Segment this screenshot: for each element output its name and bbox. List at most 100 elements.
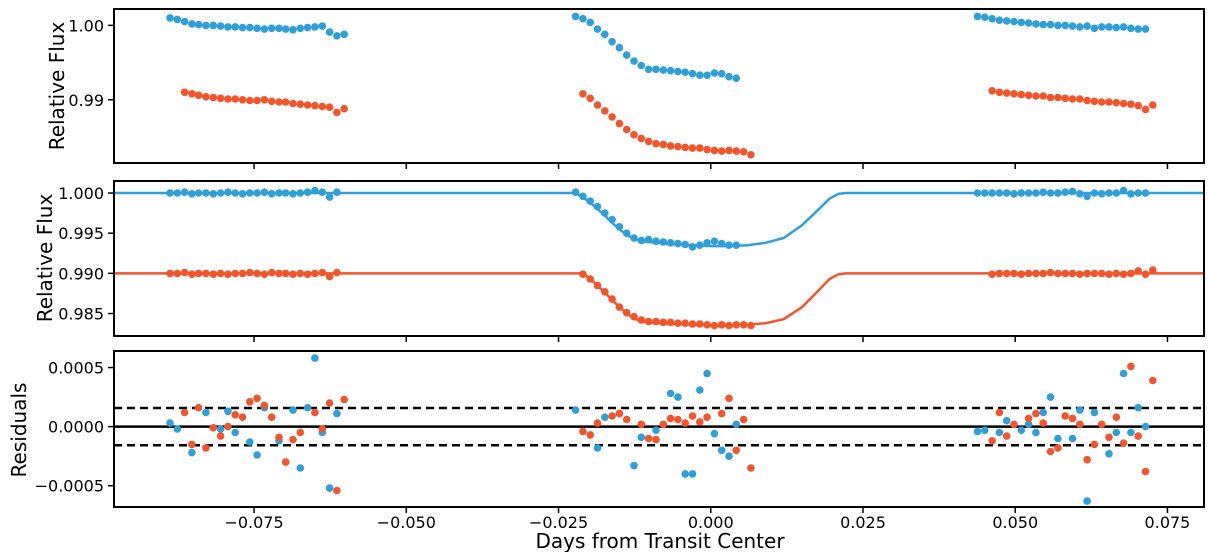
- data-point-blue: [173, 425, 182, 433]
- data-point-red: [615, 303, 624, 311]
- data-point-blue: [1054, 21, 1062, 30]
- data-point-red: [1010, 269, 1018, 278]
- data-point-red: [988, 87, 996, 95]
- y-tick-label: 1.000: [58, 184, 104, 203]
- data-point-red: [267, 97, 276, 106]
- data-point-red: [1076, 95, 1084, 103]
- data-point-blue: [674, 393, 682, 401]
- data-point-blue: [1112, 428, 1121, 437]
- data-point-red: [579, 90, 587, 98]
- data-point-blue: [981, 13, 989, 21]
- data-point-red: [318, 268, 327, 277]
- data-point-red: [275, 433, 283, 442]
- data-point-red: [209, 270, 218, 279]
- data-point-blue: [311, 354, 319, 362]
- data-point-blue: [1068, 22, 1077, 30]
- data-point-red: [732, 321, 741, 329]
- data-point-red: [238, 96, 247, 104]
- data-point-red: [1141, 270, 1150, 279]
- data-point-blue: [1097, 23, 1106, 31]
- data-point-red: [289, 99, 297, 108]
- data-point-blue: [571, 188, 580, 196]
- data-point-blue: [1054, 434, 1062, 443]
- data-point-red: [1134, 432, 1142, 440]
- data-point-red: [202, 93, 210, 101]
- data-point-red: [601, 107, 609, 115]
- data-point-blue: [1010, 190, 1018, 198]
- data-point-blue: [325, 193, 334, 201]
- data-point-red: [725, 394, 733, 403]
- data-point-red: [194, 269, 203, 278]
- data-point-red: [1068, 414, 1077, 423]
- data-point-red: [688, 144, 697, 152]
- data-point-red: [253, 96, 261, 105]
- data-point-red: [1127, 362, 1135, 371]
- data-point-blue: [260, 188, 269, 196]
- data-point-red: [725, 321, 733, 330]
- data-point-red: [637, 316, 646, 324]
- data-point-red: [644, 317, 653, 326]
- data-point-blue: [710, 429, 719, 438]
- data-point-red: [260, 96, 269, 104]
- data-point-red: [644, 434, 653, 443]
- data-point-red: [622, 308, 631, 317]
- data-point-red: [593, 101, 602, 109]
- data-point-blue: [238, 23, 247, 32]
- data-point-red: [333, 486, 341, 495]
- data-point-blue: [202, 189, 210, 197]
- data-point-red: [615, 409, 624, 418]
- data-point-red: [260, 270, 269, 279]
- data-point-blue: [194, 189, 203, 197]
- data-point-blue: [318, 188, 327, 196]
- data-point-blue: [238, 190, 247, 198]
- data-point-blue: [1076, 23, 1084, 31]
- data-point-blue: [1134, 25, 1142, 33]
- data-point-red: [739, 415, 748, 424]
- data-point-blue: [1097, 190, 1106, 198]
- data-point-blue: [601, 30, 609, 39]
- data-point-blue: [1068, 434, 1077, 443]
- data-point-red: [1024, 269, 1033, 278]
- data-point-blue: [1083, 192, 1091, 201]
- data-point-red: [1068, 95, 1077, 103]
- data-point-blue: [216, 189, 225, 197]
- data-point-blue: [1039, 20, 1047, 29]
- data-point-blue: [666, 389, 675, 398]
- data-point-blue: [1134, 189, 1142, 197]
- data-point-red: [281, 98, 290, 106]
- data-point-red: [593, 419, 602, 427]
- y-axis-label-middle: Relative Flux: [33, 194, 57, 323]
- data-point-blue: [696, 71, 704, 79]
- data-point-blue: [1112, 23, 1121, 32]
- data-point-blue: [579, 14, 587, 23]
- plot-frame: [113, 350, 1205, 508]
- x-tick-label: −0.075: [224, 513, 283, 532]
- data-point-blue: [1119, 186, 1128, 195]
- data-point-red: [703, 413, 711, 422]
- y-tick-label: 0.990: [58, 264, 104, 283]
- data-point-blue: [1032, 20, 1040, 28]
- data-point-blue: [188, 448, 196, 457]
- data-point-red: [630, 312, 638, 321]
- data-point-blue: [231, 189, 239, 197]
- data-point-blue: [652, 65, 660, 74]
- data-point-red: [275, 269, 283, 278]
- data-point-red: [209, 93, 218, 102]
- data-point-blue: [1112, 189, 1121, 197]
- data-point-red: [1149, 376, 1157, 385]
- data-point-blue: [216, 22, 225, 30]
- panel-raw-flux: 0.99 1.00: [68, 8, 1205, 169]
- data-point-blue: [571, 12, 580, 21]
- data-point-red: [739, 148, 748, 156]
- data-point-red: [1032, 92, 1040, 100]
- data-point-red: [303, 270, 312, 279]
- data-point-blue: [1141, 25, 1150, 33]
- data-point-blue: [652, 237, 660, 245]
- data-point-red: [325, 103, 334, 111]
- data-point-red: [674, 319, 682, 328]
- data-point-blue: [1054, 189, 1062, 197]
- data-point-blue: [289, 190, 297, 198]
- data-point-red: [194, 91, 203, 100]
- data-point-red: [717, 147, 726, 155]
- data-point-blue: [253, 451, 261, 459]
